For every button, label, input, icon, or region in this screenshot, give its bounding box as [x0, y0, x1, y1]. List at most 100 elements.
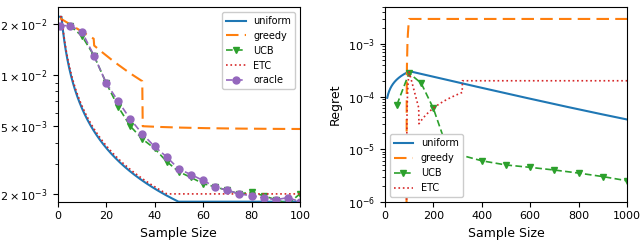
UCB [454, 153, 461, 156]
oracle [260, 196, 268, 199]
UCB [150, 147, 158, 150]
oracle [272, 198, 280, 201]
ETC [405, 70, 413, 73]
UCB [393, 103, 401, 106]
greedy [170, 126, 178, 129]
greedy [199, 127, 207, 130]
Legend: uniform, greedy, UCB, ETC: uniform, greedy, UCB, ETC [390, 134, 463, 197]
UCB [260, 194, 268, 197]
UCB [248, 191, 255, 193]
uniform [383, 96, 391, 99]
ETC [253, 192, 261, 195]
ETC [171, 192, 179, 195]
UCB [502, 164, 510, 166]
greedy [623, 17, 631, 20]
ETC [186, 192, 194, 195]
UCB [102, 81, 110, 84]
oracle [296, 200, 304, 203]
Line: greedy: greedy [60, 18, 300, 129]
UCB [115, 105, 122, 108]
UCB [429, 107, 437, 110]
oracle [175, 168, 182, 171]
oracle [66, 24, 74, 27]
uniform [575, 108, 583, 111]
ETC [575, 79, 583, 82]
uniform [571, 107, 579, 110]
oracle [223, 189, 231, 192]
UCB [199, 182, 207, 185]
oracle [248, 194, 255, 197]
UCB [284, 202, 292, 205]
ETC [172, 192, 180, 195]
greedy [172, 126, 179, 129]
UCB [575, 172, 582, 174]
ETC [200, 192, 207, 195]
uniform [408, 70, 416, 73]
UCB [599, 175, 607, 178]
uniform [186, 200, 194, 203]
UCB [405, 72, 413, 75]
UCB [78, 34, 86, 37]
UCB [417, 82, 425, 85]
ETC [623, 79, 631, 82]
uniform [253, 200, 261, 203]
oracle [78, 30, 86, 33]
ETC [408, 81, 416, 84]
X-axis label: Sample Size: Sample Size [468, 227, 545, 240]
uniform [490, 89, 497, 92]
UCB [66, 24, 74, 27]
uniform [405, 70, 413, 73]
UCB [163, 160, 170, 163]
oracle [102, 81, 110, 84]
UCB [127, 125, 134, 128]
Line: uniform: uniform [60, 17, 300, 202]
oracle [150, 145, 158, 148]
uniform [56, 15, 64, 18]
UCB [90, 54, 98, 57]
ETC [481, 79, 488, 82]
UCB [442, 142, 449, 145]
uniform [481, 87, 488, 90]
uniform [172, 199, 179, 202]
ETC [571, 79, 579, 82]
UCB [211, 185, 219, 188]
UCB [175, 170, 182, 173]
oracle [90, 54, 98, 57]
greedy [291, 128, 298, 130]
uniform [200, 200, 207, 203]
greedy [253, 127, 260, 130]
greedy [490, 17, 497, 20]
Line: uniform: uniform [387, 71, 627, 120]
Line: UCB: UCB [394, 69, 630, 184]
ETC [56, 15, 64, 18]
greedy [56, 17, 64, 20]
ETC [548, 79, 556, 82]
UCB [478, 159, 486, 162]
greedy [548, 17, 556, 20]
UCB [527, 166, 534, 169]
oracle [56, 24, 64, 27]
greedy [571, 17, 579, 20]
uniform [175, 200, 182, 203]
oracle [211, 185, 219, 188]
greedy [575, 17, 583, 20]
Line: UCB: UCB [67, 22, 303, 207]
UCB [623, 179, 631, 182]
oracle [199, 179, 207, 182]
Line: ETC: ETC [387, 72, 627, 243]
ETC [291, 192, 298, 195]
UCB [187, 176, 195, 179]
ETC [490, 79, 497, 82]
UCB [236, 192, 243, 195]
uniform [170, 198, 178, 201]
uniform [548, 102, 556, 105]
oracle [163, 156, 170, 158]
oracle [115, 100, 122, 103]
Legend: uniform, greedy, UCB, ETC, oracle: uniform, greedy, UCB, ETC, oracle [222, 12, 295, 89]
ETC [296, 192, 304, 195]
uniform [623, 118, 631, 121]
Y-axis label: Regret: Regret [329, 84, 342, 125]
UCB [550, 169, 558, 172]
ETC [163, 192, 171, 195]
UCB [139, 138, 147, 140]
